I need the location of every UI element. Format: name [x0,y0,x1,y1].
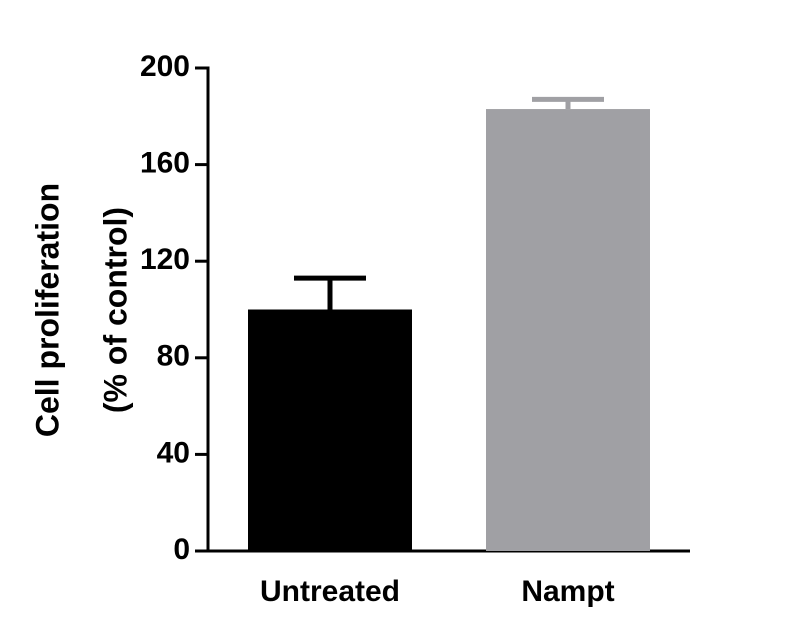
y-tick-label: 40 [157,436,190,469]
y-axis-label: (% of control) [97,207,133,413]
x-tick-label: Nampt [521,575,614,608]
error-bar [294,275,366,310]
y-axis-label: Cell proliferation [29,183,65,437]
y-tick-label: 0 [173,533,190,566]
error-bar [532,96,604,110]
y-tick-label: 200 [140,50,190,83]
bar [486,109,650,552]
y-tick-label: 80 [157,340,190,373]
bar [248,309,412,551]
y-tick-label: 120 [140,243,190,276]
y-tick-label: 160 [140,147,190,180]
x-tick-label: Untreated [260,575,400,608]
